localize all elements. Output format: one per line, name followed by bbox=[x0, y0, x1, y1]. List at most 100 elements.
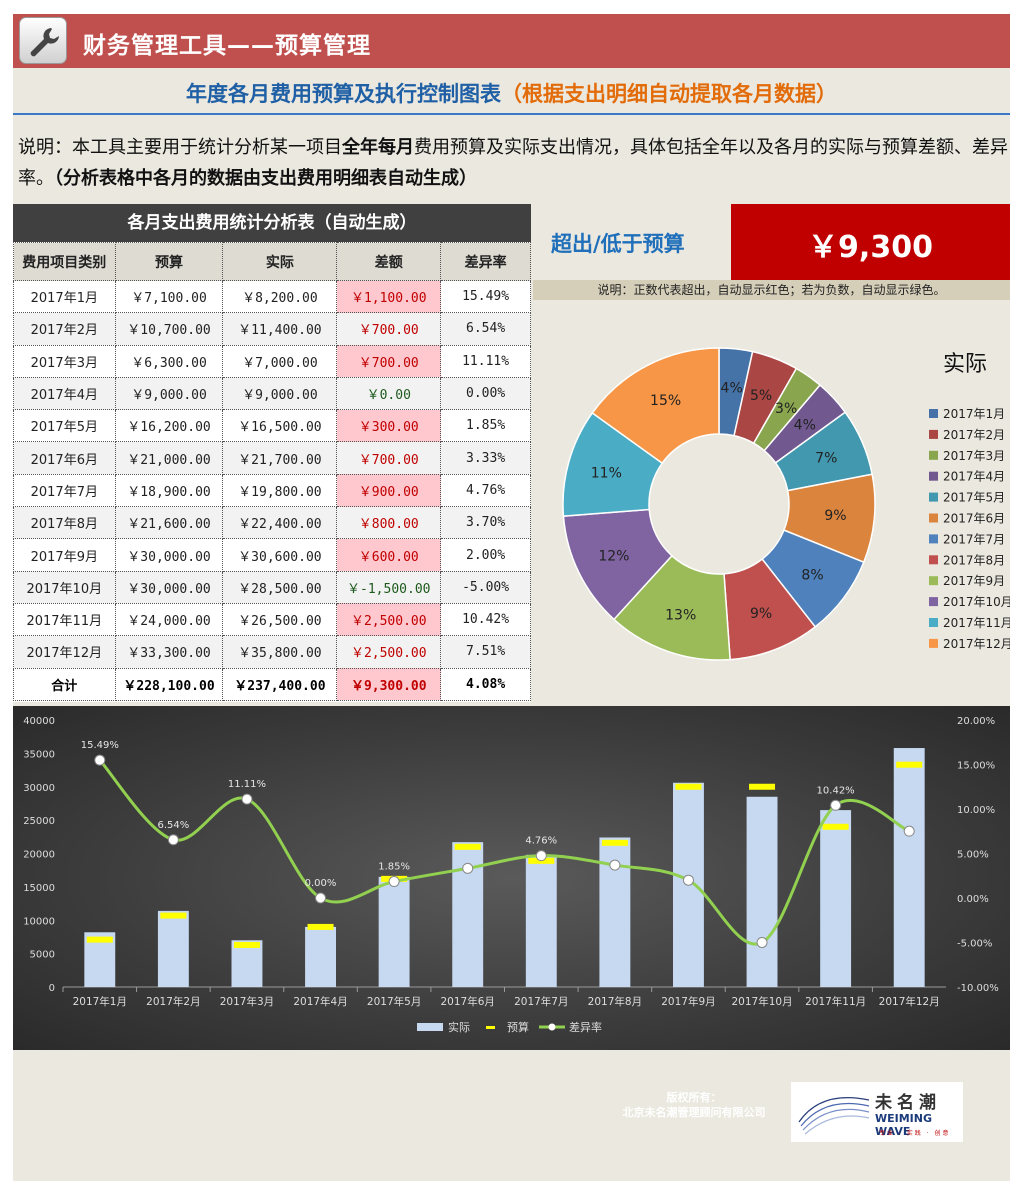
doughnut-slice-label: 3% bbox=[775, 401, 797, 417]
cell-rate: -5.00% bbox=[440, 570, 531, 604]
doughnut-slice-label: 4% bbox=[794, 417, 816, 433]
actual-bar bbox=[378, 876, 410, 987]
wrench-icon bbox=[19, 17, 67, 64]
table-total-row: 合计 ￥228,100.00 ￥237,400.00 ￥9,300.00 4.08% bbox=[13, 667, 531, 701]
legend-rate-label: 差异率 bbox=[569, 1020, 602, 1034]
cell-month: 2017年9月 bbox=[13, 538, 116, 572]
y2-axis-tick: -5.00% bbox=[957, 939, 992, 950]
table-row: 2017年11月 ￥24,000.00 ￥26,500.00 ￥2,500.00 10.… bbox=[13, 602, 531, 637]
x-axis-tick: 2017年1月 bbox=[73, 995, 127, 1008]
cell-total-rate: 4.08% bbox=[440, 667, 531, 701]
cell-budget: ￥9,000.00 bbox=[114, 376, 224, 411]
legend-swatch bbox=[929, 450, 938, 460]
cell-month: 2017年11月 bbox=[13, 602, 116, 637]
legend-label: 2017年11月 bbox=[943, 616, 1010, 630]
cell-actual: ￥22,400.00 bbox=[222, 506, 338, 540]
description-text-2: 费用预算及实际支出情况，具体包括全年以及各月的实际与预算差额、差异率。 bbox=[18, 137, 1008, 189]
budget-marker bbox=[86, 936, 113, 943]
doughnut-slice-label: 9% bbox=[750, 606, 772, 622]
legend-swatch bbox=[929, 618, 938, 627]
doughnut-slice bbox=[591, 347, 720, 465]
x-axis-tick: 2017年2月 bbox=[146, 995, 200, 1008]
legend-label: 2017年8月 bbox=[943, 553, 1005, 567]
kpi-value: ￥9,300 bbox=[808, 230, 933, 265]
actual-bar bbox=[525, 854, 557, 987]
description-bold-2: （分析表格中各月的数据由支出费用明细表自动生成） bbox=[54, 168, 477, 189]
x-axis-tick: 2017年9月 bbox=[661, 995, 715, 1008]
cell-month: 2017年6月 bbox=[13, 441, 116, 475]
y-axis-tick: 0 bbox=[49, 983, 55, 994]
actual-bar bbox=[305, 926, 336, 987]
cell-diff: ￥600.00 bbox=[336, 538, 442, 572]
cell-actual: ￥11,400.00 bbox=[222, 312, 338, 346]
col-header-diff: 差额 bbox=[336, 242, 442, 281]
dashboard-page: 财务管理工具——预算管理 年度各月费用预算及执行控制图表（根据支出明细自动提取各… bbox=[13, 14, 1013, 1181]
y-axis-tick: 40000 bbox=[23, 716, 55, 727]
cell-diff: ￥-1,500.00 bbox=[336, 570, 442, 604]
legend-actual-swatch bbox=[417, 1023, 443, 1031]
doughnut-slice-label: 13% bbox=[665, 608, 696, 624]
cell-diff: ￥700.00 bbox=[336, 344, 442, 378]
cell-rate: 2.00% bbox=[440, 538, 531, 572]
budget-marker bbox=[749, 783, 776, 790]
cell-rate: 15.49% bbox=[440, 279, 531, 314]
legend-rate-dot bbox=[548, 1023, 556, 1031]
col-header-budget: 预算 bbox=[114, 242, 224, 281]
app-title: 财务管理工具——预算管理 bbox=[83, 33, 371, 59]
description: 说明：本工具主要用于统计分析某一项目全年每月费用预算及实际支出情况，具体包括全年… bbox=[18, 132, 1008, 194]
rate-point bbox=[94, 754, 106, 766]
copyright: 版权所有： 北京未名潮管理顾问有限公司 bbox=[603, 1090, 785, 1120]
cell-rate: 10.42% bbox=[440, 602, 531, 637]
cell-total-diff: ￥9,300.00 bbox=[336, 667, 442, 701]
budget-marker bbox=[896, 761, 923, 768]
cell-budget: ￥21,600.00 bbox=[114, 506, 224, 540]
budget-marker bbox=[160, 912, 187, 919]
cell-actual: ￥30,600.00 bbox=[222, 538, 338, 572]
cell-actual: ￥19,800.00 bbox=[222, 473, 338, 508]
cell-budget: ￥33,300.00 bbox=[114, 635, 224, 669]
cell-actual: ￥26,500.00 bbox=[222, 602, 338, 637]
cell-diff: ￥900.00 bbox=[336, 473, 442, 508]
legend-label: 2017年4月 bbox=[943, 470, 1005, 484]
page-subtitle: 年度各月费用预算及执行控制图表（根据支出明细自动提取各月数据） bbox=[13, 78, 1010, 108]
y2-axis-tick: 10.00% bbox=[957, 805, 995, 816]
table-row: 2017年9月 ￥30,000.00 ￥30,600.00 ￥600.00 2.00% bbox=[13, 538, 531, 572]
doughnut-slice-label: 8% bbox=[801, 567, 823, 583]
app-header: 财务管理工具——预算管理 bbox=[13, 14, 1010, 68]
y2-axis-tick: 0.00% bbox=[957, 894, 989, 905]
y-axis-tick: 25000 bbox=[23, 816, 55, 827]
subtitle-note: （根据支出明细自动提取各月数据） bbox=[501, 82, 837, 106]
x-axis-tick: 2017年3月 bbox=[220, 995, 274, 1008]
rate-label: 11.11% bbox=[228, 779, 266, 790]
cell-diff: ￥700.00 bbox=[336, 312, 442, 346]
rate-point bbox=[315, 892, 327, 904]
x-axis-tick: 2017年4月 bbox=[293, 995, 347, 1008]
actual-doughnut-chart: 4% 5% 3% 4% 7% 9% 8% 9% 13% 12% 11% 15% 实际 2017年1月 201… bbox=[533, 303, 1013, 702]
table-row: 2017年3月 ￥6,300.00 ￥7,000.00 ￥700.00 11.11% bbox=[13, 344, 531, 378]
cell-month: 2017年4月 bbox=[13, 376, 116, 411]
cell-month: 2017年10月 bbox=[13, 570, 116, 604]
legend-label: 2017年5月 bbox=[943, 491, 1005, 505]
cell-budget: ￥6,300.00 bbox=[114, 344, 224, 378]
rate-label: 6.54% bbox=[157, 820, 189, 831]
legend-budget-swatch bbox=[486, 1026, 495, 1029]
legend-swatch bbox=[929, 576, 938, 586]
cell-month: 2017年5月 bbox=[13, 409, 116, 443]
legend-actual-label: 实际 bbox=[448, 1020, 470, 1034]
legend-swatch bbox=[929, 492, 938, 502]
cell-rate: 11.11% bbox=[440, 344, 531, 378]
company-logo: 未名潮 WEIMING WAVE 专业 · 实践 · 创意 bbox=[791, 1082, 963, 1142]
legend-swatch bbox=[929, 409, 938, 418]
doughnut-slice-label: 15% bbox=[650, 393, 681, 409]
kpi-value-panel: ￥9,300 bbox=[731, 204, 1010, 280]
y-axis-tick: 35000 bbox=[23, 749, 55, 760]
y-axis-tick: 5000 bbox=[30, 950, 55, 961]
budget-marker bbox=[822, 823, 849, 830]
budget-marker bbox=[307, 923, 334, 930]
y-axis-tick: 10000 bbox=[23, 916, 55, 927]
cell-budget: ￥18,900.00 bbox=[114, 473, 224, 508]
x-axis-tick: 2017年11月 bbox=[805, 995, 866, 1008]
cell-diff: ￥2,500.00 bbox=[336, 635, 442, 669]
rate-point bbox=[241, 793, 253, 805]
x-axis-tick: 2017年8月 bbox=[588, 995, 642, 1008]
